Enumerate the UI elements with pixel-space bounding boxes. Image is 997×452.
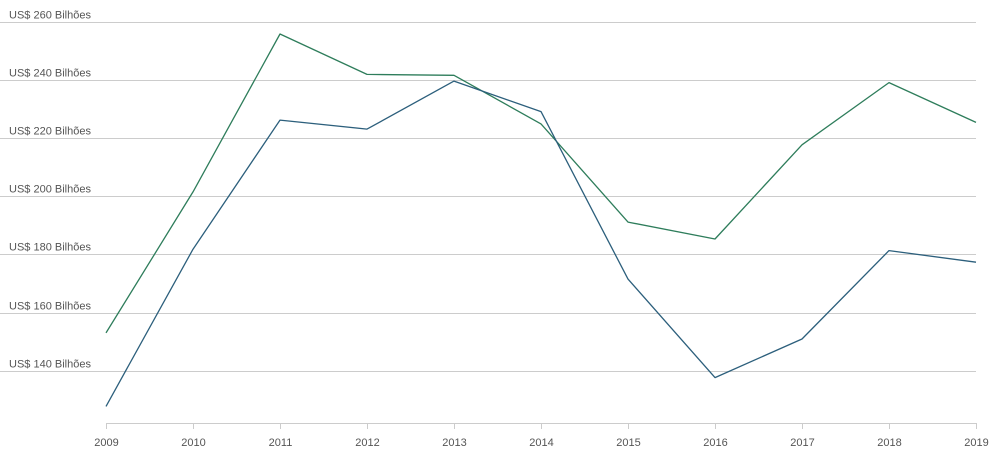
y-tick-label: US$ 220 Bilhões <box>9 126 91 138</box>
x-tick-label: 2018 <box>877 437 901 449</box>
x-tick-label: 2015 <box>616 437 640 449</box>
x-tick-label: 2014 <box>529 437 553 449</box>
y-tick-label: US$ 260 Bilhões <box>9 10 91 22</box>
x-tick-label: 2009 <box>94 437 118 449</box>
y-tick-label: US$ 200 Bilhões <box>9 184 91 196</box>
series-line-1 <box>105 33 977 334</box>
y-tick-label: US$ 160 Bilhões <box>9 301 91 313</box>
x-tick-label: 2011 <box>269 437 293 449</box>
y-tick-label: US$ 240 Bilhões <box>9 68 91 80</box>
series-lines <box>105 33 977 407</box>
x-tick-label: 2010 <box>181 437 205 449</box>
y-tick-label: US$ 140 Bilhões <box>9 359 91 371</box>
x-tick-label: 2017 <box>790 437 814 449</box>
x-tick-label: 2019 <box>964 437 988 449</box>
series-line-2 <box>105 80 977 407</box>
y-axis-tick-labels: US$ 140 Bilhões US$ 160 Bilhões US$ 180 Bi… <box>9 10 91 371</box>
gridlines <box>0 22 976 372</box>
x-tick-label: 2013 <box>442 437 466 449</box>
y-tick-label: US$ 180 Bilhões <box>9 242 91 254</box>
x-tick-label: 2012 <box>355 437 379 449</box>
x-axis: 2009 2010 2011 2012 2013 2014 2015 2016 2017 2018… <box>94 423 989 449</box>
x-tick-label: 2016 <box>703 437 727 449</box>
